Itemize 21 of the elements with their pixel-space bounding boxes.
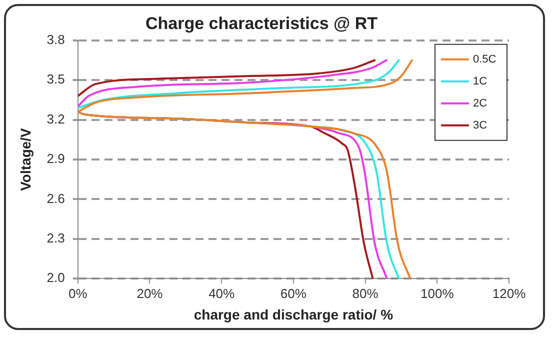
y-axis-title: Voltage/V xyxy=(17,127,34,191)
x-tick-label: 60% xyxy=(280,286,307,301)
x-tick-label: 20% xyxy=(136,286,164,301)
y-tick-label: 3.2 xyxy=(46,111,65,126)
x-tick-label: 100% xyxy=(420,286,454,301)
legend-label: 0.5C xyxy=(473,53,496,66)
y-tick-label: 2.0 xyxy=(46,270,65,286)
y-tick-label: 3.5 xyxy=(46,72,65,87)
chart-title: Charge characteristics @ RT xyxy=(146,14,378,33)
x-tick-label: 80% xyxy=(352,286,379,301)
y-tick-label: 3.8 xyxy=(46,32,65,47)
y-tick-label: 2.6 xyxy=(46,190,65,206)
x-tick-label: 0% xyxy=(68,286,88,301)
legend-label: 2C xyxy=(473,97,488,110)
legend-label: 1C xyxy=(473,75,488,88)
x-tick-label: 40% xyxy=(208,286,236,301)
x-axis-title: charge and discharge ratio/ % xyxy=(194,306,394,322)
y-tick-label: 2.3 xyxy=(46,230,65,246)
x-tick-label: 120% xyxy=(492,286,526,301)
legend-label: 3C xyxy=(473,119,488,132)
y-tick-label: 2.9 xyxy=(46,151,65,166)
